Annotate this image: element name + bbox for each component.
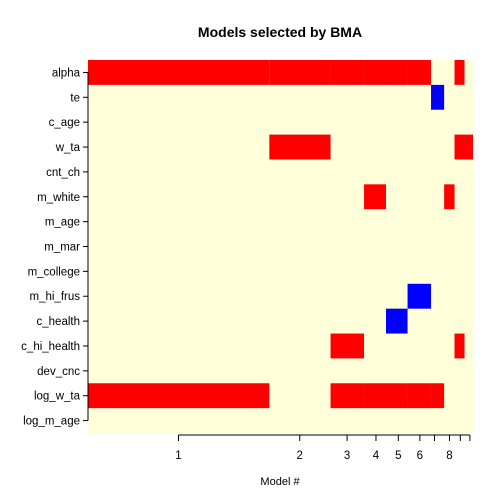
cell-log_w_ta-model-3	[330, 383, 365, 409]
cell-log_w_ta-model-5	[385, 383, 408, 409]
plot-background	[88, 60, 473, 433]
x-tick-label-8: 8	[446, 450, 452, 462]
cell-m_hi_frus-model-6	[407, 283, 432, 309]
cell-alpha-model-6	[407, 60, 432, 85]
y-tick-label-alpha: alpha	[52, 67, 81, 79]
x-tick-label-4: 4	[373, 450, 380, 462]
cell-log_w_ta-model-1	[88, 383, 270, 409]
x-axis: 1 2 3 4 5 6 8	[175, 434, 471, 462]
y-tick-label-m_hi_frus: m_hi_frus	[30, 291, 81, 303]
y-tick-label-cnt_ch: cnt_ch	[46, 167, 80, 179]
chart-title: Models selected by BMA	[198, 24, 362, 40]
y-axis: alpha te c_age w_ta cnt_ch m_white m_age m_marm…	[21, 67, 89, 428]
cell-w_ta-model-9	[454, 134, 465, 160]
y-tick-label-dev_cnc: dev_cnc	[37, 366, 80, 378]
cell-m_white-model-4	[364, 184, 386, 210]
cell-w_ta-model-10	[464, 134, 473, 160]
cell-c_health-model-5	[385, 308, 408, 334]
x-tick-label-5: 5	[395, 450, 401, 462]
cell-alpha-model-9	[454, 60, 465, 85]
x-tick-label-1: 1	[175, 450, 181, 462]
cell-alpha-model-2	[269, 60, 331, 85]
cell-alpha-model-5	[385, 60, 408, 85]
cell-te-model-7	[431, 84, 445, 110]
cell-c_hi_health-model-3	[330, 333, 365, 359]
cell-c_hi_health-model-9	[454, 333, 465, 359]
cell-w_ta-model-2	[269, 134, 331, 160]
cell-log_w_ta-model-7	[431, 383, 445, 409]
x-tick-label-2: 2	[297, 450, 303, 462]
y-tick-label-m_mar: m_mar	[44, 242, 80, 254]
y-tick-label-log_w_ta: log_w_ta	[34, 391, 81, 403]
cell-alpha-model-3	[330, 60, 365, 85]
x-axis-label: Model #	[260, 476, 300, 488]
y-tick-label-log_m_age: log_m_age	[23, 416, 80, 428]
x-tick-label-6: 6	[417, 450, 423, 462]
y-tick-label-c_age: c_age	[49, 117, 80, 129]
y-tick-label-c_health: c_health	[37, 316, 80, 328]
y-tick-label-m_age: m_age	[45, 217, 80, 229]
cell-m_white-model-8	[444, 184, 455, 210]
cell-alpha-model-4	[364, 60, 386, 85]
y-tick-label-m_white: m_white	[37, 192, 80, 204]
cell-alpha-model-1	[88, 60, 270, 85]
y-tick-label-m_college: m_college	[28, 266, 80, 278]
y-tick-label-c_hi_health: c_hi_health	[21, 341, 80, 353]
cells-layer	[88, 60, 473, 409]
cell-log_w_ta-model-6	[407, 383, 432, 409]
y-tick-label-w_ta: w_ta	[55, 142, 81, 154]
y-tick-label-te: te	[70, 92, 80, 104]
cell-log_w_ta-model-4	[364, 383, 386, 409]
x-tick-label-3: 3	[344, 450, 350, 462]
